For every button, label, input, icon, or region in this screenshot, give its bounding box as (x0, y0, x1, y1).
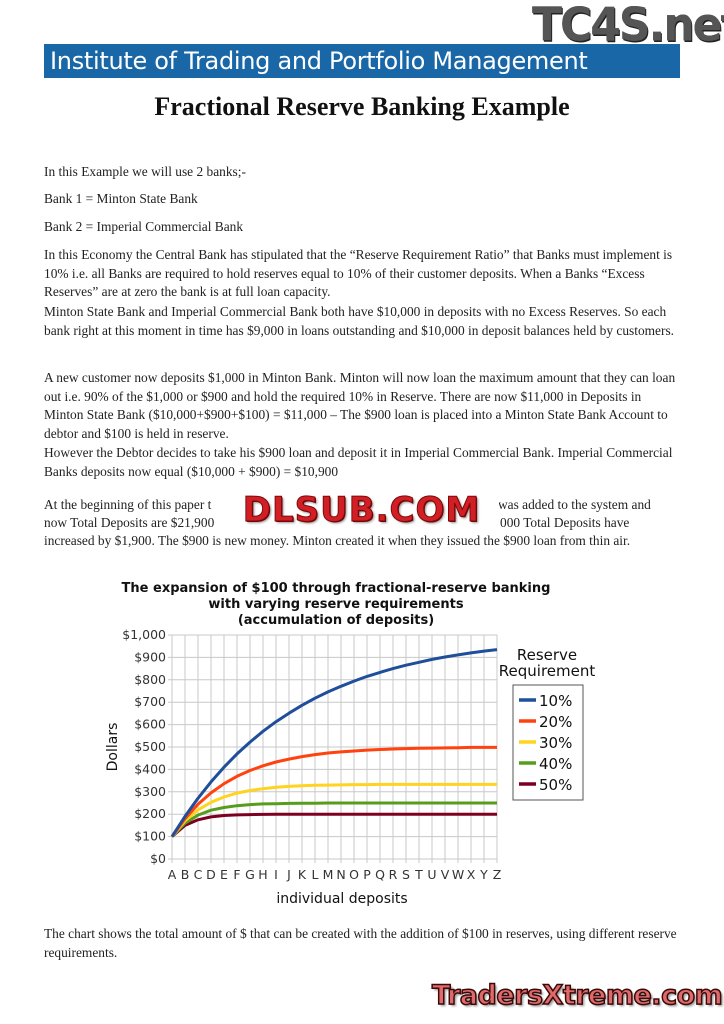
paragraph-new-deposit: A new customer now deposits $1,000 in Mi… (44, 370, 676, 441)
x-tick-label: B (181, 867, 190, 882)
y-tick-label: $100 (134, 829, 166, 844)
paragraph-total-l2a: now Total Deposits are $21,900 (44, 515, 215, 530)
legend-label: 20% (539, 713, 572, 731)
x-tick-label: X (467, 867, 476, 882)
x-tick-label: U (427, 867, 436, 882)
x-tick-label: Y (479, 867, 488, 882)
x-tick-label: A (168, 867, 177, 882)
y-tick-label: $1,000 (122, 627, 166, 642)
legend-title: Reserve (517, 646, 577, 664)
y-tick-label: $700 (134, 694, 166, 709)
series-line-40pct (170, 801, 497, 838)
x-tick-label: I (274, 867, 278, 882)
legend-title: Requirement (499, 662, 596, 680)
y-axis-label: Dollars (105, 723, 121, 772)
x-axis-label: individual deposits (276, 891, 407, 907)
y-tick-label: $200 (134, 806, 166, 821)
x-tick-label: K (298, 867, 307, 882)
chart-title-line: (accumulation of deposits) (238, 613, 434, 628)
x-tick-label: P (363, 867, 371, 882)
paragraph-banks: Minton State Bank and Imperial Commercia… (44, 304, 675, 338)
legend-label: 10% (539, 692, 572, 710)
chart-title-line: with varying reserve requirements (208, 597, 463, 612)
page-title: Fractional Reserve Banking Example (154, 92, 570, 121)
x-tick-label: O (349, 867, 359, 882)
x-tick-label: S (402, 867, 410, 882)
tc4s-watermark: TC4S.net (532, 0, 724, 52)
y-tick-label: $800 (134, 672, 166, 687)
x-tick-label: D (206, 867, 216, 882)
series-line-50pct (171, 812, 497, 838)
legend-label: 40% (539, 755, 572, 773)
series-line-20pct (170, 745, 497, 838)
x-tick-label: L (312, 867, 319, 882)
x-tick-label: W (452, 867, 464, 882)
series-line-10pct (170, 648, 498, 838)
x-tick-label: N (336, 867, 345, 882)
paragraph-reserve-ratio: In this Economy the Central Bank has sti… (44, 247, 673, 299)
chart-title-line: The expansion of $100 through fractional… (122, 581, 551, 596)
x-tick-label: Q (375, 867, 385, 882)
y-tick-label: $0 (150, 851, 166, 866)
paragraph-debtor: However the Debtor decides to take his $… (44, 445, 673, 479)
paragraph-total-l1a: At the beginning of this paper t (44, 497, 212, 512)
series-line-30pct (170, 782, 497, 838)
tradersxtreme-watermark: TradersXtreme.com (431, 979, 723, 1012)
x-tick-label: M (323, 867, 334, 882)
y-tick-label: $400 (134, 761, 166, 776)
y-tick-label: $900 (134, 649, 166, 664)
institute-banner: Institute of Trading and Portfolio Manag… (44, 44, 680, 78)
bank2-text: Bank 2 = Imperial Commercial Bank (44, 219, 244, 234)
x-tick-label: J (286, 867, 291, 882)
x-tick-label: T (414, 867, 423, 882)
intro-text: In this Example we will use 2 banks;- (44, 164, 246, 179)
dlsub-watermark: DLSUB.COM (224, 493, 499, 528)
bank1-text: Bank 1 = Minton State Bank (44, 191, 198, 206)
x-tick-label: G (245, 867, 255, 882)
paragraph-total-l3: increased by $1,900. The $900 is new mon… (44, 533, 631, 548)
x-tick-label: F (233, 867, 240, 882)
y-tick-label: $600 (134, 717, 166, 732)
legend-label: 30% (539, 734, 572, 752)
x-tick-label: H (258, 867, 267, 882)
y-tick-label: $500 (134, 739, 166, 754)
legend-label: 50% (539, 776, 572, 794)
paragraph-total-l2b: 000 Total Deposits have (500, 515, 630, 530)
x-tick-label: R (389, 867, 398, 882)
x-tick-label: E (220, 867, 228, 882)
x-tick-label: V (441, 867, 450, 882)
x-tick-label: Z (493, 867, 502, 882)
x-tick-label: C (194, 867, 203, 882)
chart-caption: The chart shows the total amount of $ th… (44, 926, 677, 960)
y-tick-label: $300 (134, 784, 166, 799)
paragraph-total-l1b: was added to the system and (498, 497, 651, 512)
